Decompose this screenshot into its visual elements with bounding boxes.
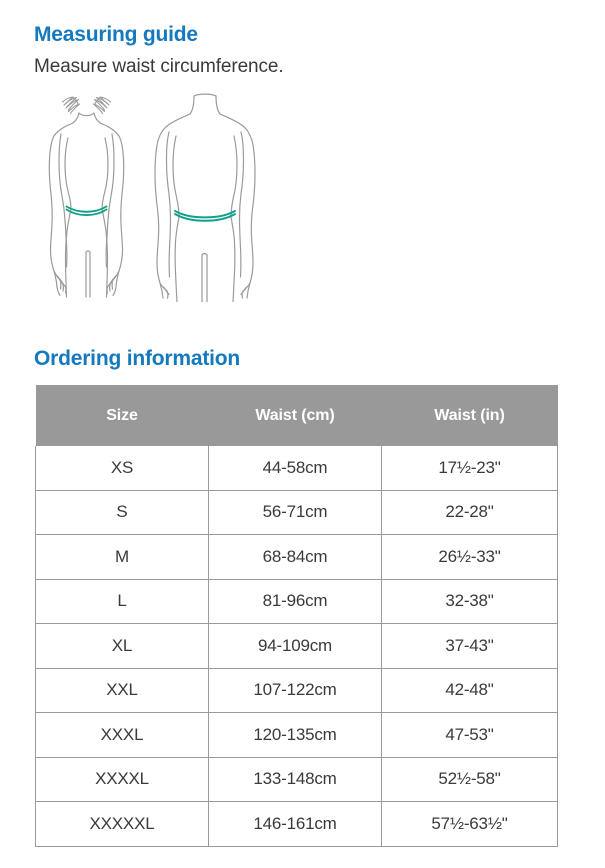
waist-measurement-line-female <box>65 205 108 217</box>
cell-waist-in: 57½-63½" <box>381 801 558 847</box>
table-header-row: Size Waist (cm) Waist (in) <box>35 385 558 446</box>
cell-waist-in: 32-38" <box>381 578 558 624</box>
cell-waist-in: 22-28" <box>381 489 558 535</box>
table-row: XXXXXL 146-161cm 57½-63½" <box>35 801 558 847</box>
size-table-container: Size Waist (cm) Waist (in) XS 44-58cm 17… <box>35 385 558 847</box>
column-header-size: Size <box>35 385 209 446</box>
size-table-body: XS 44-58cm 17½-23" S 56-71cm 22-28" M 68… <box>35 446 558 847</box>
cell-size: XXXXXL <box>35 801 209 847</box>
table-row: XL 94-109cm 37-43" <box>35 623 558 669</box>
cell-waist-cm: 68-84cm <box>208 534 382 580</box>
cell-waist-cm: 146-161cm <box>208 801 382 847</box>
cell-waist-in: 47-53" <box>381 712 558 758</box>
table-row: XXL 107-122cm 42-48" <box>35 667 558 713</box>
cell-waist-cm: 44-58cm <box>208 446 382 491</box>
cell-waist-in: 26½-33" <box>381 534 558 580</box>
cell-size: S <box>35 489 209 535</box>
cell-waist-cm: 94-109cm <box>208 623 382 669</box>
cell-waist-in: 42-48" <box>381 667 558 713</box>
ordering-information-heading: Ordering information <box>34 347 241 370</box>
cell-waist-cm: 133-148cm <box>208 756 382 802</box>
cell-size: XXL <box>35 667 209 713</box>
cell-waist-in: 37-43" <box>381 623 558 669</box>
cell-waist-in: 52½-58" <box>381 756 558 802</box>
male-back-torso-figure <box>154 93 256 302</box>
table-row: S 56-71cm 22-28" <box>35 489 558 535</box>
cell-waist-in: 17½-23" <box>381 446 558 491</box>
column-header-waist-in: Waist (in) <box>381 385 558 446</box>
cell-size: XXXXL <box>35 756 209 802</box>
cell-size: L <box>35 578 209 624</box>
measuring-guide-heading: Measuring guide <box>34 23 198 46</box>
column-header-waist-cm: Waist (cm) <box>208 385 382 446</box>
waist-measurement-line-male <box>174 210 236 222</box>
table-row: XS 44-58cm 17½-23" <box>35 446 558 491</box>
cell-size: XS <box>35 446 209 491</box>
cell-waist-cm: 107-122cm <box>208 667 382 713</box>
cell-waist-cm: 81-96cm <box>208 578 382 624</box>
measuring-guide-subtitle: Measure waist circumference. <box>34 56 284 77</box>
table-row: L 81-96cm 32-38" <box>35 578 558 624</box>
table-row: XXXL 120-135cm 47-53" <box>35 712 558 758</box>
cell-size: M <box>35 534 209 580</box>
cell-waist-cm: 120-135cm <box>208 712 382 758</box>
measuring-illustration <box>24 92 304 302</box>
female-back-torso-figure <box>48 96 125 298</box>
table-row: M 68-84cm 26½-33" <box>35 534 558 580</box>
table-row: XXXXL 133-148cm 52½-58" <box>35 756 558 802</box>
cell-size: XL <box>35 623 209 669</box>
size-table-head: Size Waist (cm) Waist (in) <box>35 385 558 446</box>
cell-size: XXXL <box>35 712 209 758</box>
cell-waist-cm: 56-71cm <box>208 489 382 535</box>
size-chart-table: Size Waist (cm) Waist (in) XS 44-58cm 17… <box>35 385 558 847</box>
